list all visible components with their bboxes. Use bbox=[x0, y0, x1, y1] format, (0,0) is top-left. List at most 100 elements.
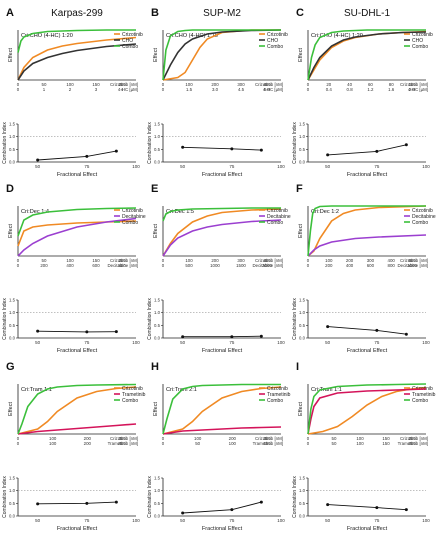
ci-y-label: Combination Index bbox=[2, 476, 8, 518]
x-tick-label: 0 bbox=[162, 87, 165, 92]
x-tick-label: 0 bbox=[17, 82, 20, 87]
x-tick-label: 1.6 bbox=[388, 87, 395, 92]
ci-y-tick-label: 1.0 bbox=[154, 310, 161, 315]
legend-label-cho: CHO bbox=[412, 38, 423, 44]
ci-y-label: Combination Index bbox=[292, 476, 298, 518]
legend-label-combo: Combo bbox=[267, 44, 283, 50]
ci-x-tick-label: 50 bbox=[180, 340, 186, 345]
ci-line bbox=[327, 326, 407, 335]
top-y-label: Effect bbox=[8, 224, 14, 238]
curve-cho bbox=[17, 43, 137, 81]
x-tick-label: 0 bbox=[162, 436, 165, 441]
ci-x-tick-label: 75 bbox=[374, 340, 380, 345]
x-axis-unit-label: 4-HC [µM] bbox=[408, 87, 428, 92]
ci-line bbox=[37, 150, 117, 161]
ci-y-tick-label: 0.0 bbox=[299, 160, 306, 165]
x-axis-unit-label: Crizotinib [nM] bbox=[255, 258, 283, 263]
ci-x-tick-label: 50 bbox=[35, 340, 41, 345]
curve-combo bbox=[307, 205, 426, 257]
x-tick-label: 200 bbox=[408, 441, 416, 446]
ci-x-tick-label: 75 bbox=[84, 164, 90, 169]
x-axis-unit-label: 4-HC [µM] bbox=[118, 87, 138, 92]
ci-y-tick-label: 0.0 bbox=[9, 336, 16, 341]
curve-combo bbox=[17, 29, 136, 53]
ci-line bbox=[182, 335, 262, 338]
x-tick-label: 300 bbox=[263, 436, 271, 441]
x-tick-label: 300 bbox=[237, 82, 245, 87]
legend-label-cho: CHO bbox=[122, 38, 133, 44]
x-tick-label: 3.0 bbox=[212, 87, 219, 92]
curve-trametinib bbox=[307, 388, 427, 435]
panel-b: B SUP-M2 Effect Cri:CHO (4-HC) 1:15 Crizotin… bbox=[147, 7, 288, 178]
legend-label-crizotinib: Crizotinib bbox=[412, 32, 433, 38]
x-axis-unit-label: Crizotinib [nM] bbox=[255, 82, 283, 87]
ci-x-label: Fractional Effect bbox=[347, 172, 388, 178]
ci-point bbox=[375, 149, 379, 153]
legend-label-combo: Combo bbox=[412, 398, 428, 404]
panel-letter: E bbox=[151, 183, 158, 195]
ci-point bbox=[326, 503, 330, 507]
x-tick-label: 1 bbox=[43, 87, 46, 92]
x-tick-label: 1500 bbox=[236, 263, 246, 268]
ci-line bbox=[182, 501, 262, 514]
x-tick-label: 0 bbox=[17, 263, 20, 268]
ci-x-label: Fractional Effect bbox=[57, 172, 98, 178]
ci-x-tick-label: 75 bbox=[229, 164, 235, 169]
x-tick-label: 300 bbox=[118, 436, 126, 441]
column-title: Karpas-299 bbox=[51, 8, 103, 19]
ci-y-tick-label: 1.0 bbox=[9, 134, 16, 139]
x-tick-label: 0 bbox=[307, 436, 310, 441]
x-tick-label: 3 bbox=[95, 87, 98, 92]
ci-y-tick-label: 1.0 bbox=[299, 310, 306, 315]
legend-label-combo: Combo bbox=[122, 398, 138, 404]
ci-point bbox=[259, 334, 263, 338]
ci-y-tick-label: 0.0 bbox=[154, 160, 161, 165]
ci-y-tick-label: 0.0 bbox=[299, 514, 306, 519]
x-tick-label: 40 bbox=[347, 82, 352, 87]
x-axis-unit-label: 4-HC [µM] bbox=[263, 87, 283, 92]
ci-point bbox=[230, 335, 234, 339]
x-tick-label: 400 bbox=[263, 82, 271, 87]
ci-y-tick-label: 0.5 bbox=[299, 501, 306, 506]
x-tick-label: 400 bbox=[263, 258, 271, 263]
curve-trametinib bbox=[17, 423, 137, 435]
ci-point bbox=[230, 508, 234, 512]
x-axis-unit-label: Trametinib [nM] bbox=[398, 441, 428, 446]
x-tick-label: 4.5 bbox=[238, 87, 245, 92]
x-axis-unit-label: Decitabine [nM] bbox=[252, 263, 283, 268]
ci-point bbox=[181, 335, 185, 339]
ci-point bbox=[181, 511, 185, 515]
condition-label: Cri:Dec 1:4 bbox=[21, 209, 49, 215]
ci-y-tick-label: 1.5 bbox=[154, 476, 161, 481]
x-tick-label: 150 bbox=[263, 441, 271, 446]
x-tick-label: 200 bbox=[211, 82, 219, 87]
x-tick-label: 0.8 bbox=[347, 87, 354, 92]
condition-label: Cri:CHO (4-HC) 1:20 bbox=[21, 33, 73, 39]
ci-point bbox=[375, 506, 379, 510]
top-y-label: Effect bbox=[8, 48, 14, 62]
condition-label: Cri:Dec 1:5 bbox=[166, 209, 194, 215]
ci-y-tick-label: 0.5 bbox=[154, 501, 161, 506]
ci-y-tick-label: 1.0 bbox=[9, 310, 16, 315]
ci-y-tick-label: 1.0 bbox=[9, 488, 16, 493]
legend-label-combo: Combo bbox=[412, 44, 428, 50]
x-tick-label: 0 bbox=[307, 258, 310, 263]
x-tick-label: 0 bbox=[17, 258, 20, 263]
x-tick-label: 2000 bbox=[262, 263, 272, 268]
ci-point bbox=[259, 148, 263, 152]
x-tick-label: 300 bbox=[237, 258, 245, 263]
ci-point bbox=[85, 501, 89, 505]
panel-letter: G bbox=[6, 361, 15, 373]
ci-y-label: Combination Index bbox=[292, 122, 298, 164]
x-tick-label: 100 bbox=[356, 441, 364, 446]
x-tick-label: 800 bbox=[388, 263, 396, 268]
ci-y-tick-label: 1.5 bbox=[299, 476, 306, 481]
ci-y-tick-label: 0.5 bbox=[154, 323, 161, 328]
panel-letter: I bbox=[296, 361, 299, 373]
x-axis-unit-label: Crizotinib [nM] bbox=[110, 436, 138, 441]
ci-y-tick-label: 0.5 bbox=[154, 147, 161, 152]
